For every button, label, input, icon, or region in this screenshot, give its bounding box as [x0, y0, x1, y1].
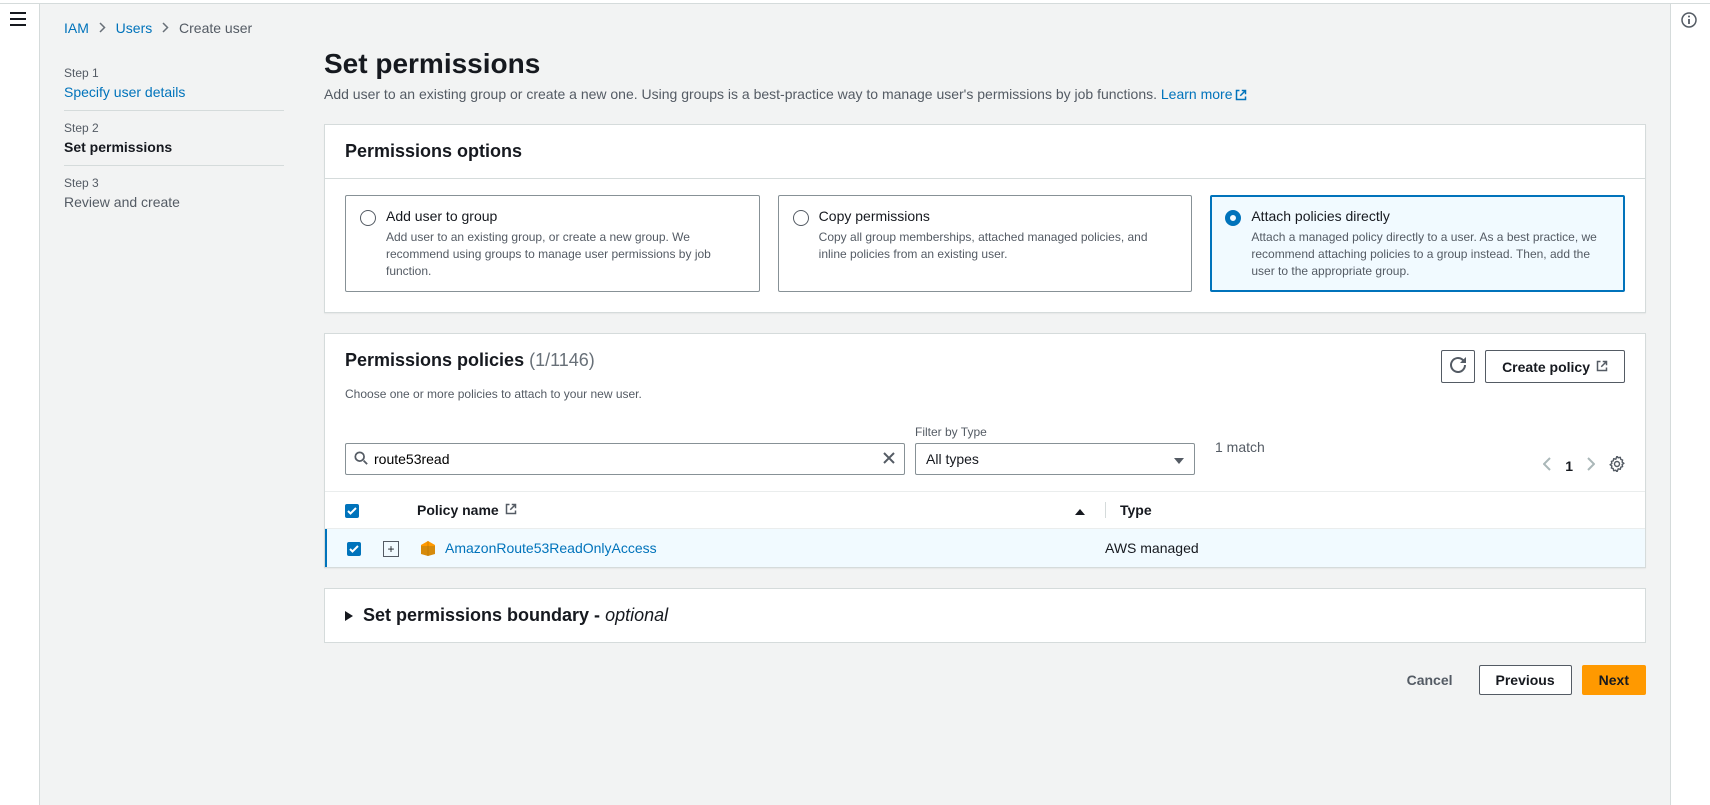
page-description: Add user to an existing group or create … — [324, 86, 1646, 104]
cancel-button[interactable]: Cancel — [1391, 665, 1469, 695]
search-icon — [354, 451, 368, 468]
breadcrumb-current: Create user — [179, 20, 252, 36]
option-title: Attach policies directly — [1251, 208, 1610, 224]
settings-icon[interactable] — [1609, 456, 1625, 475]
previous-button[interactable]: Previous — [1479, 665, 1572, 695]
option-attach-policies-directly[interactable]: Attach policies directly Attach a manage… — [1210, 195, 1625, 292]
refresh-icon — [1450, 357, 1466, 376]
step-label: Step 2 — [64, 121, 284, 135]
option-title: Add user to group — [386, 208, 745, 224]
select-all-checkbox[interactable] — [345, 504, 359, 518]
wizard-steps: Step 1 Specify user details Step 2 Set p… — [64, 48, 284, 715]
create-policy-button[interactable]: Create policy — [1485, 350, 1625, 383]
option-desc: Attach a managed policy directly to a us… — [1251, 229, 1610, 279]
step-label: Step 3 — [64, 176, 284, 190]
external-link-icon — [1235, 88, 1247, 104]
sort-asc-icon — [1075, 502, 1085, 518]
filter-selected-value: All types — [926, 451, 979, 467]
option-desc: Copy all group memberships, attached man… — [819, 229, 1178, 263]
pager-prev[interactable] — [1543, 457, 1551, 474]
learn-more-link[interactable]: Learn more — [1161, 86, 1248, 102]
option-copy-permissions[interactable]: Copy permissions Copy all group membersh… — [778, 195, 1193, 292]
clear-search-icon[interactable] — [882, 451, 896, 468]
permissions-options-panel: Permissions options Add user to group Ad… — [324, 124, 1646, 313]
external-link-icon — [1596, 359, 1608, 375]
chevron-right-icon — [162, 20, 169, 36]
match-count: 1 match — [1205, 439, 1275, 461]
option-desc: Add user to an existing group, or create… — [386, 229, 745, 279]
step-label: Step 1 — [64, 66, 284, 80]
page-title: Set permissions — [324, 48, 1646, 80]
refresh-button[interactable] — [1441, 350, 1475, 383]
permissions-policies-panel: Permissions policies (1/1146) — [324, 333, 1646, 568]
step-specify-user-details[interactable]: Specify user details — [64, 84, 185, 100]
step-set-permissions: Set permissions — [64, 139, 284, 155]
external-link-icon — [505, 502, 517, 518]
policy-search-field[interactable] — [368, 445, 882, 473]
filter-label: Filter by Type — [915, 425, 1195, 439]
radio-icon — [1225, 210, 1241, 226]
breadcrumb: IAM Users Create user — [40, 4, 1670, 48]
policy-row: + AmazonRoute53ReadOnlyAccess AWS manage… — [325, 529, 1645, 567]
policies-count: (1/1146) — [529, 350, 595, 370]
policy-search-input[interactable] — [345, 443, 905, 475]
option-add-user-to-group[interactable]: Add user to group Add user to an existin… — [345, 195, 760, 292]
policies-title: Permissions policies (1/1146) — [345, 350, 595, 370]
permissions-options-title: Permissions options — [325, 125, 1645, 178]
policy-checkbox[interactable] — [347, 542, 361, 556]
breadcrumb-users[interactable]: Users — [116, 20, 153, 36]
radio-icon — [360, 210, 376, 226]
policy-table-header: Policy name Type — [325, 491, 1645, 529]
expand-row-button[interactable]: + — [383, 541, 399, 557]
radio-icon — [793, 210, 809, 226]
permissions-boundary-panel[interactable]: Set permissions boundary - optional — [324, 588, 1646, 643]
pager-current: 1 — [1565, 458, 1573, 474]
next-button[interactable]: Next — [1582, 665, 1646, 695]
info-icon[interactable] — [1681, 15, 1697, 31]
filter-type-select[interactable]: All types — [915, 443, 1195, 475]
hamburger-icon[interactable] — [10, 12, 29, 26]
policies-subtitle: Choose one or more policies to attach to… — [325, 387, 1645, 415]
column-type[interactable]: Type — [1105, 502, 1625, 518]
column-policy-name[interactable]: Policy name — [417, 502, 1105, 518]
permissions-boundary-title: Set permissions boundary - optional — [363, 605, 668, 626]
step-review-and-create: Review and create — [64, 194, 284, 210]
option-title: Copy permissions — [819, 208, 1178, 224]
pager-next[interactable] — [1587, 457, 1595, 474]
policy-name-link[interactable]: AmazonRoute53ReadOnlyAccess — [445, 540, 657, 556]
caret-right-icon — [345, 608, 353, 624]
caret-down-icon — [1174, 451, 1184, 467]
policy-box-icon — [419, 539, 437, 557]
breadcrumb-iam[interactable]: IAM — [64, 20, 89, 36]
chevron-right-icon — [99, 20, 106, 36]
policy-type: AWS managed — [1105, 540, 1625, 556]
